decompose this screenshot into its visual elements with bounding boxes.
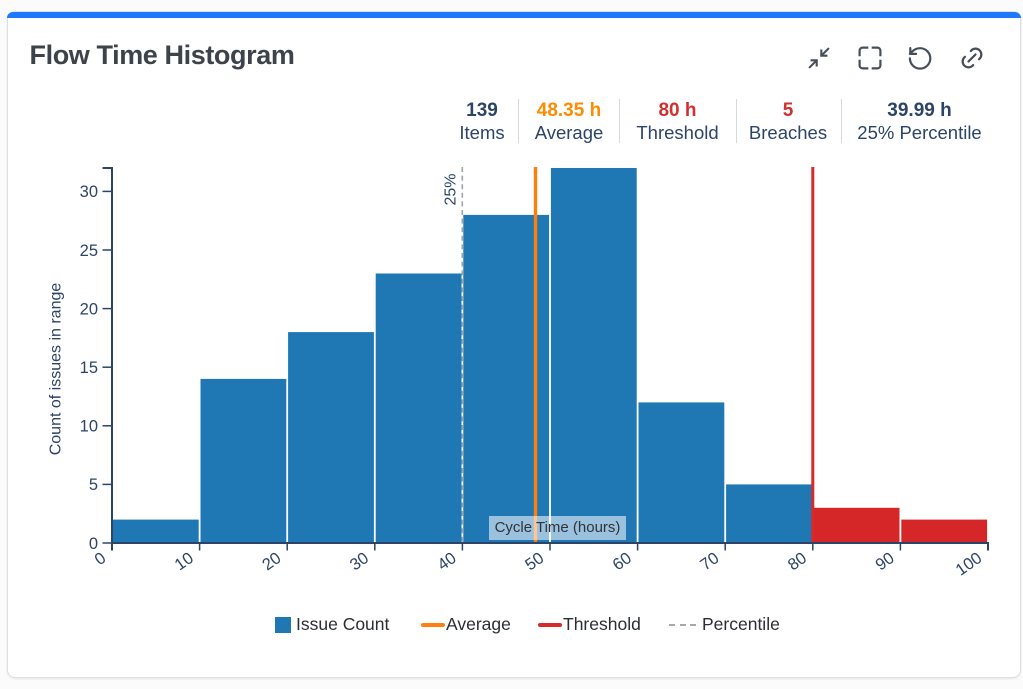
svg-text:Count of issues in range: Count of issues in range bbox=[48, 283, 65, 456]
svg-text:20: 20 bbox=[259, 549, 284, 574]
svg-text:10: 10 bbox=[80, 418, 98, 436]
svg-text:20: 20 bbox=[80, 300, 98, 318]
svg-text:40: 40 bbox=[434, 549, 459, 574]
svg-text:10: 10 bbox=[172, 549, 197, 574]
svg-text:0: 0 bbox=[89, 535, 98, 553]
svg-text:30: 30 bbox=[80, 183, 98, 201]
svg-text:100: 100 bbox=[952, 549, 985, 580]
svg-text:5: 5 bbox=[89, 476, 98, 494]
svg-text:25: 25 bbox=[80, 242, 98, 260]
svg-text:90: 90 bbox=[872, 549, 897, 574]
svg-text:70: 70 bbox=[697, 549, 722, 574]
svg-text:60: 60 bbox=[610, 549, 635, 574]
svg-text:80: 80 bbox=[785, 549, 810, 574]
svg-text:50: 50 bbox=[522, 549, 547, 574]
svg-text:15: 15 bbox=[80, 359, 98, 377]
svg-text:0: 0 bbox=[91, 549, 109, 569]
svg-text:30: 30 bbox=[347, 549, 372, 574]
svg-text:25%: 25% bbox=[443, 173, 460, 205]
